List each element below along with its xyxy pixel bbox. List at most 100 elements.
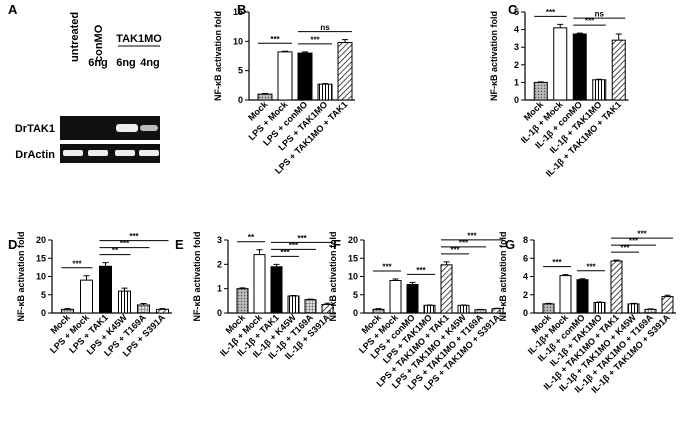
y-tick-label: 10 (36, 272, 46, 282)
y-tick-label: 6 (523, 253, 528, 263)
significance-label: ** (248, 233, 255, 242)
y-tick-label: 4 (523, 272, 528, 282)
y-axis-label: NF-κB activation fold (498, 231, 508, 321)
y-tick-label: 15 (36, 253, 46, 263)
row-label: DrTAK1 (15, 123, 55, 135)
y-tick-label: 10 (233, 36, 243, 46)
y-tick-label: 8 (523, 235, 528, 245)
dose-label: 6ng (116, 57, 136, 69)
y-tick-label: 3 (217, 235, 222, 245)
y-axis-label: NF-κB activation fold (213, 11, 223, 101)
y-axis-label: NF-κB activation fold (328, 231, 338, 321)
error-bar (443, 261, 450, 265)
y-tick-label: 1 (514, 77, 519, 87)
error-bar (83, 275, 90, 281)
significance-label: *** (280, 248, 290, 257)
bar (80, 279, 93, 314)
significance-label: *** (459, 238, 469, 247)
significance-label: *** (552, 258, 562, 267)
bar (99, 265, 112, 314)
bar (337, 42, 353, 101)
y-tick-label: 2 (523, 290, 528, 300)
y-tick-label: 10 (348, 272, 358, 282)
significance-label: *** (270, 35, 280, 44)
error-bar (324, 302, 331, 305)
bar (440, 264, 453, 314)
significance-label: ns (320, 23, 330, 32)
bar (661, 296, 674, 314)
error-bar (256, 249, 263, 255)
bar (593, 302, 606, 314)
gel-row (60, 144, 160, 163)
dose-label: 6ng (88, 57, 108, 69)
y-tick-label: 15 (348, 253, 358, 263)
row-label: DrActin (15, 149, 55, 161)
y-tick-label: 5 (353, 290, 358, 300)
significance-label: *** (450, 245, 460, 254)
y-tick-label: 5 (238, 66, 243, 76)
error-bar (322, 83, 328, 85)
bar (156, 308, 169, 314)
error-bar (615, 33, 622, 41)
bar (389, 280, 402, 314)
error-bar (579, 278, 586, 280)
error-bar (140, 303, 147, 305)
error-bar (375, 308, 382, 310)
error-bar (262, 93, 268, 95)
gel-band (63, 150, 83, 156)
dose-label: 4ng (140, 57, 160, 69)
panel-label: D (8, 237, 17, 252)
error-bar (239, 287, 246, 289)
bar (627, 303, 640, 314)
significance-label: *** (416, 266, 426, 275)
bar (61, 308, 74, 314)
bar (592, 79, 607, 101)
error-bar (409, 281, 416, 285)
error-bar (302, 51, 308, 54)
bar (297, 52, 313, 101)
y-tick-label: 1 (217, 284, 222, 294)
bar (559, 275, 572, 314)
y-tick-label: 2 (217, 259, 222, 269)
bar (277, 51, 293, 101)
bar (257, 93, 273, 101)
error-bar (576, 32, 583, 34)
bar (137, 304, 150, 314)
y-tick-label: 0 (217, 308, 222, 318)
bar (533, 81, 548, 101)
significance-label: *** (129, 232, 139, 241)
y-tick-label: 20 (36, 235, 46, 245)
error-bar (282, 50, 288, 52)
bar (611, 39, 626, 101)
error-bar (557, 23, 564, 28)
y-tick-label: 5 (514, 7, 519, 17)
gel-panel (60, 45, 160, 163)
y-tick-label: 0 (514, 95, 519, 105)
significance-label: ** (112, 246, 119, 255)
gel-band (88, 150, 108, 156)
y-tick-label: 0 (353, 308, 358, 318)
group-label: TAK1MO (116, 33, 162, 45)
y-axis-label: NF-κB activation fold (192, 231, 202, 321)
panel-label: F (333, 237, 341, 252)
bar (317, 83, 333, 101)
bar (270, 266, 283, 314)
y-axis-label: NF-κB activation fold (16, 231, 26, 321)
lane-label: conMO (93, 24, 105, 62)
bar (572, 33, 587, 101)
gel-band (139, 150, 159, 156)
error-bar (664, 294, 671, 297)
bar (610, 260, 623, 314)
y-tick-label: 5 (41, 290, 46, 300)
panel-label: C (508, 2, 518, 17)
bar (542, 303, 555, 314)
y-tick-label: 4 (514, 25, 519, 35)
lane-label: untreated (69, 12, 81, 62)
y-tick-label: 0 (238, 95, 243, 105)
y-tick-label: 0 (523, 308, 528, 318)
